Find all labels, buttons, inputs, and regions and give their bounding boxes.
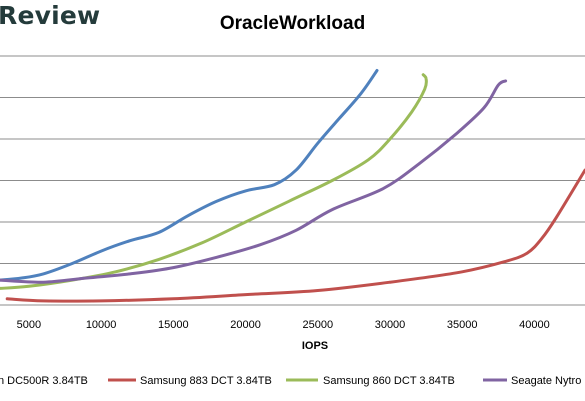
x-tick-label: 10000 bbox=[86, 319, 117, 331]
series-line-1 bbox=[0, 69, 379, 282]
x-tick-label: 5000 bbox=[17, 319, 41, 331]
series-line-4 bbox=[0, 79, 508, 284]
x-tick-label: 25000 bbox=[302, 319, 333, 331]
x-tick-label: 30000 bbox=[375, 319, 406, 331]
x-tick-label: 20000 bbox=[230, 319, 261, 331]
legend: n DC500R 3.84TB Samsung 883 DCT 3.84TB Sam… bbox=[0, 375, 581, 387]
x-tick-label: 35000 bbox=[447, 319, 478, 331]
series-line-3 bbox=[0, 73, 428, 290]
chart-title: OracleWorkload bbox=[219, 13, 366, 34]
x-axis-label: IOPS bbox=[302, 340, 328, 352]
legend-label: Samsung 883 DCT 3.84TB bbox=[140, 375, 272, 387]
brand-logo-text: Review bbox=[0, 1, 101, 30]
x-tick-label: 40000 bbox=[519, 319, 550, 331]
gridlines bbox=[0, 55, 585, 306]
series-lines bbox=[0, 69, 585, 303]
x-tick-label: 15000 bbox=[158, 319, 189, 331]
legend-label: Samsung 860 DCT 3.84TB bbox=[323, 375, 455, 387]
x-axis-tick-labels: 5000 10000 15000 20000 25000 30000 35000 40000 bbox=[17, 319, 550, 331]
legend-label: n DC500R 3.84TB bbox=[0, 375, 88, 387]
series-line-2 bbox=[5, 168, 585, 303]
legend-label: Seagate Nytro bbox=[511, 375, 581, 387]
